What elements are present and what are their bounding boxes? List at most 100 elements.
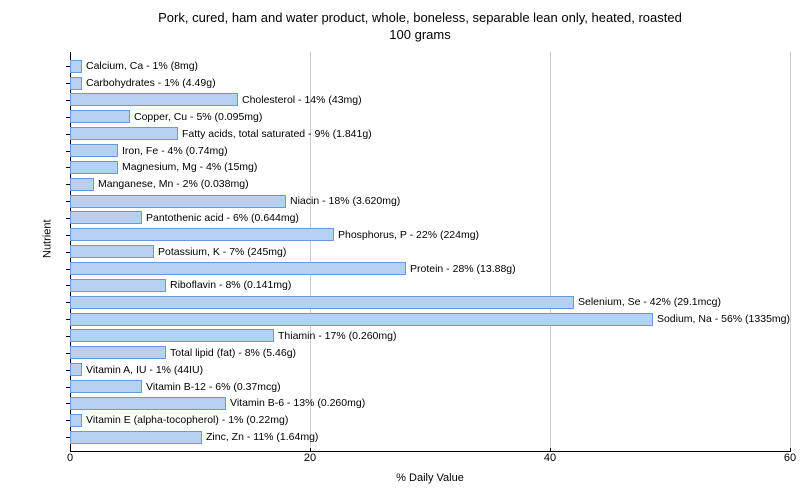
bar-label: Copper, Cu - 5% (0.095mg) (134, 111, 262, 123)
y-tick-mark (66, 134, 70, 135)
bar-label: Vitamin B-12 - 6% (0.37mcg) (146, 381, 281, 393)
bar-label: Potassium, K - 7% (245mg) (158, 246, 286, 258)
bar (70, 279, 166, 292)
bar (70, 77, 82, 90)
plot-area: Nutrient % Daily Value Calcium, Ca - 1% … (70, 52, 790, 452)
y-tick-mark (66, 370, 70, 371)
chart-title: Pork, cured, ham and water product, whol… (60, 10, 780, 44)
y-tick-mark (66, 117, 70, 118)
y-axis-label: Nutrient (41, 219, 53, 258)
y-tick-mark (66, 66, 70, 67)
bar (70, 211, 142, 224)
bar (70, 414, 82, 427)
x-axis-label: % Daily Value (396, 472, 464, 484)
bar-row: Vitamin E (alpha-tocopherol) - 1% (0.22m… (70, 413, 790, 428)
y-tick-mark (66, 403, 70, 404)
bar-row: Zinc, Zn - 11% (1.64mg) (70, 430, 790, 445)
bar-row: Carbohydrates - 1% (4.49g) (70, 76, 790, 91)
bar-row: Sodium, Na - 56% (1335mg) (70, 312, 790, 327)
y-tick-mark (66, 201, 70, 202)
nutrient-chart: Pork, cured, ham and water product, whol… (0, 0, 800, 500)
x-tick-label: 60 (784, 452, 796, 464)
bar-row: Fatty acids, total saturated - 9% (1.841… (70, 126, 790, 141)
bar-label: Pantothenic acid - 6% (0.644mg) (146, 212, 299, 224)
title-line1: Pork, cured, ham and water product, whol… (158, 10, 682, 25)
bar-row: Vitamin B-6 - 13% (0.260mg) (70, 396, 790, 411)
bar-row: Iron, Fe - 4% (0.74mg) (70, 143, 790, 158)
bar-label: Sodium, Na - 56% (1335mg) (657, 313, 790, 325)
y-tick-mark (66, 252, 70, 253)
bar-row: Total lipid (fat) - 8% (5.46g) (70, 345, 790, 360)
y-tick-mark (66, 184, 70, 185)
y-tick-mark (66, 167, 70, 168)
bar (70, 262, 406, 275)
y-tick-mark (66, 269, 70, 270)
bar-label: Selenium, Se - 42% (29.1mcg) (578, 296, 721, 308)
bar-row: Riboflavin - 8% (0.141mg) (70, 278, 790, 293)
y-tick-mark (66, 319, 70, 320)
bar-label: Riboflavin - 8% (0.141mg) (170, 279, 291, 291)
bar-row: Pantothenic acid - 6% (0.644mg) (70, 210, 790, 225)
bar (70, 195, 286, 208)
bar (70, 144, 118, 157)
bar (70, 161, 118, 174)
bar (70, 127, 178, 140)
bar-label: Magnesium, Mg - 4% (15mg) (122, 161, 257, 173)
x-tick-label: 40 (544, 452, 556, 464)
bar-row: Manganese, Mn - 2% (0.038mg) (70, 177, 790, 192)
bar (70, 346, 166, 359)
bar (70, 380, 142, 393)
bar-row: Copper, Cu - 5% (0.095mg) (70, 109, 790, 124)
bar-label: Fatty acids, total saturated - 9% (1.841… (182, 128, 372, 140)
y-tick-mark (66, 218, 70, 219)
bar (70, 313, 653, 326)
bar-row: Selenium, Se - 42% (29.1mcg) (70, 295, 790, 310)
bar (70, 245, 154, 258)
x-ticks: 0204060 (70, 452, 790, 468)
y-tick-mark (66, 235, 70, 236)
bar (70, 296, 574, 309)
y-tick-mark (66, 100, 70, 101)
bar-row: Protein - 28% (13.88g) (70, 261, 790, 276)
bar-row: Calcium, Ca - 1% (8mg) (70, 59, 790, 74)
y-tick-mark (66, 83, 70, 84)
bar (70, 228, 334, 241)
bar-label: Carbohydrates - 1% (4.49g) (86, 77, 216, 89)
bar (70, 329, 274, 342)
y-tick-mark (66, 302, 70, 303)
title-line2: 100 grams (389, 27, 450, 42)
y-tick-mark (66, 336, 70, 337)
y-tick-mark (66, 437, 70, 438)
bar (70, 363, 82, 376)
y-tick-mark (66, 151, 70, 152)
bar-label: Total lipid (fat) - 8% (5.46g) (170, 347, 296, 359)
bar-label: Protein - 28% (13.88g) (410, 263, 516, 275)
bar-label: Thiamin - 17% (0.260mg) (278, 330, 396, 342)
bar-row: Vitamin B-12 - 6% (0.37mcg) (70, 379, 790, 394)
bar (70, 178, 94, 191)
x-tick-label: 20 (304, 452, 316, 464)
bars-container: Calcium, Ca - 1% (8mg) Carbohydrates - 1%… (70, 58, 790, 446)
bar-row: Niacin - 18% (3.620mg) (70, 194, 790, 209)
bar (70, 110, 130, 123)
bar-label: Zinc, Zn - 11% (1.64mg) (206, 431, 318, 443)
bar (70, 60, 82, 73)
bar-row: Cholesterol - 14% (43mg) (70, 92, 790, 107)
bar-label: Manganese, Mn - 2% (0.038mg) (98, 178, 249, 190)
bar-label: Iron, Fe - 4% (0.74mg) (122, 145, 228, 157)
bar-label: Phosphorus, P - 22% (224mg) (338, 229, 479, 241)
bar-label: Vitamin E (alpha-tocopherol) - 1% (0.22m… (86, 414, 288, 426)
bar-row: Thiamin - 17% (0.260mg) (70, 328, 790, 343)
bar-row: Phosphorus, P - 22% (224mg) (70, 227, 790, 242)
bar (70, 397, 226, 410)
y-tick-mark (66, 387, 70, 388)
y-tick-mark (66, 353, 70, 354)
bar-label: Cholesterol - 14% (43mg) (242, 94, 362, 106)
bar-row: Magnesium, Mg - 4% (15mg) (70, 160, 790, 175)
bar-label: Calcium, Ca - 1% (8mg) (86, 60, 198, 72)
y-tick-mark (66, 285, 70, 286)
bar (70, 431, 202, 444)
bar-label: Vitamin B-6 - 13% (0.260mg) (230, 397, 365, 409)
grid-line (790, 52, 791, 452)
bar-row: Vitamin A, IU - 1% (44IU) (70, 362, 790, 377)
